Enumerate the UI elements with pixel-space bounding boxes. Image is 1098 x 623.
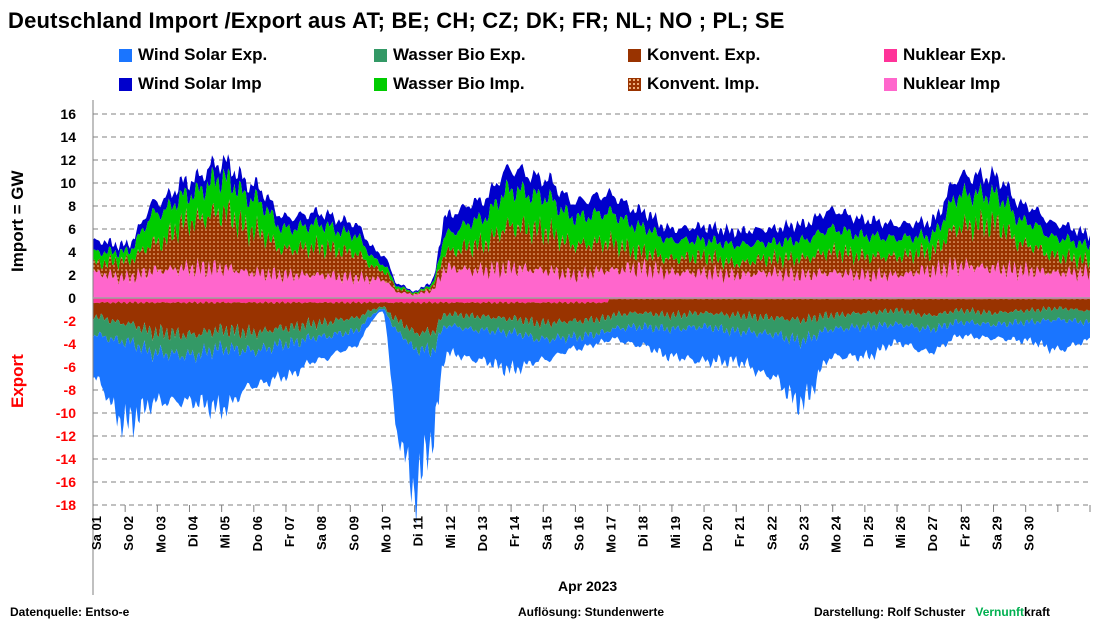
area-series [93,154,1090,525]
legend-swatch [884,77,897,91]
x-tick-label: Sa 29 [990,516,1005,550]
y-tick-label: -2 [64,313,77,329]
axes [92,100,1091,595]
x-tick-label: Mi 19 [668,516,683,549]
legend-label: Wasser Bio Exp. [393,45,526,64]
y-tick-label: 6 [68,221,76,237]
legend-item: Wind Solar Exp. [119,45,267,65]
x-tick-label: Sa 08 [314,516,329,550]
y-tick-label: 16 [60,106,76,122]
y-tick-label: 14 [60,129,76,145]
area-wind-solar-imp [93,154,1090,293]
x-tick-label: Fr 14 [507,515,522,547]
legend-swatch [374,48,387,62]
legend-item: Konvent. Exp. [628,45,760,65]
legend-label: Nuklear Exp. [903,45,1006,64]
area-wind-solar-exp [93,308,1090,525]
x-tick-label: So 23 [797,516,812,551]
x-tick-label: Di 18 [636,516,651,547]
footer-source: Datenquelle: Entso-e [10,605,130,619]
legend-item: Nuklear Exp. [884,45,1006,65]
legend-label: Nuklear Imp [903,74,1001,93]
y-tick-label: -12 [56,428,76,444]
y-tick-labels: 16 14 12 10 8 6 4 2 0 -2 -4 -6 -8 -10 -12 -14 -16 -18 [56,106,76,513]
month-label: Apr 2023 [558,578,618,594]
x-tick-label: Mi 26 [893,516,908,549]
x-tick-label: Di 25 [861,516,876,547]
y-tick-label: -6 [64,359,77,375]
x-tick-label: Fr 21 [732,516,747,547]
x-tick-label: So 09 [346,516,361,551]
x-tick-label: Sa 22 [764,516,779,550]
area-konvent-exp [93,298,1090,342]
x-tick-label: Mo 24 [829,515,844,553]
area-nuklear-imp [93,256,1090,298]
x-tick-label: Mo 17 [604,516,619,553]
y-tick-label: 10 [60,175,76,191]
y-tick-label: -14 [56,451,76,467]
x-tick-label: Do 20 [700,516,715,551]
legend-swatch [884,48,897,62]
x-tick-labels: Sa 01 So 02 Mo 03 Di 04 Mi 05 Do 06 Fr 07 Sa 08… [89,515,1037,553]
x-tick-label: Mo 10 [378,516,393,553]
x-tick-label: So 02 [121,516,136,551]
area-wasser-bio-exp [93,306,1090,364]
footer-credit: Darstellung: Rolf Schuster Vernunftkraft [814,605,1050,619]
x-tick-label: Fr 28 [957,516,972,547]
legend-swatch [628,77,641,91]
legend-label: Konvent. Exp. [647,45,761,64]
x-tick-label: Di 11 [411,516,426,546]
footer-resolution: Auflösung: Stundenwerte [518,605,664,619]
y-tick-label: -18 [56,497,76,513]
legend-item: Konvent. Imp. [628,74,759,94]
x-tick-label: Mi 05 [218,516,233,549]
legend-item: Nuklear Imp [884,74,1000,94]
area-nuklear-exp [93,298,1090,305]
y-tick-label: -16 [56,474,76,490]
y-tick-label: -10 [56,405,76,421]
area-wasser-bio-imp [93,166,1090,295]
x-tick-label: Sa 15 [539,516,554,550]
legend-swatch [119,48,132,62]
x-tick-label: So 16 [571,516,586,551]
x-tick-label: Fr 07 [282,516,297,547]
legend-label: Konvent. Imp. [647,74,760,93]
legend-item: Wind Solar Imp [119,74,262,94]
y-tick-label: -8 [64,382,77,398]
credit-text: Darstellung: Rolf Schuster [814,605,966,619]
chart-title: Deutschland Import /Export aus AT; BE; C… [8,8,785,33]
x-tick-label: Do 13 [475,516,490,551]
legend-label: Wasser Bio Imp. [393,74,525,93]
legend-label: Wind Solar Exp. [138,45,268,64]
legend-label: Wind Solar Imp [138,74,262,93]
legend-swatch [374,77,387,91]
area-konvent-imp [93,199,1090,296]
legend-item: Wasser Bio Imp. [374,74,525,94]
x-tick-label: Mi 12 [443,516,458,549]
legend-swatch [628,48,641,62]
legend-item: Wasser Bio Exp. [374,45,526,65]
x-tick-label: Do 27 [925,516,940,551]
brand-green: Vernunft [975,605,1025,619]
x-tick-label: Mo 03 [153,516,168,553]
x-tick-label: So 30 [1022,516,1037,551]
legend-swatch [119,77,132,91]
y-tick-label: 8 [68,198,76,214]
x-tick-label: Do 06 [250,516,265,551]
y-tick-label: 0 [68,290,76,306]
y-tick-label: 4 [68,244,76,260]
y-tick-label: 2 [68,267,76,283]
x-tick-label: Di 04 [185,515,200,547]
y-tick-label: -4 [64,336,77,352]
y-tick-label: 12 [60,152,76,168]
brand-black: kraft [1024,605,1051,619]
x-tick-label: Sa 01 [89,516,104,550]
